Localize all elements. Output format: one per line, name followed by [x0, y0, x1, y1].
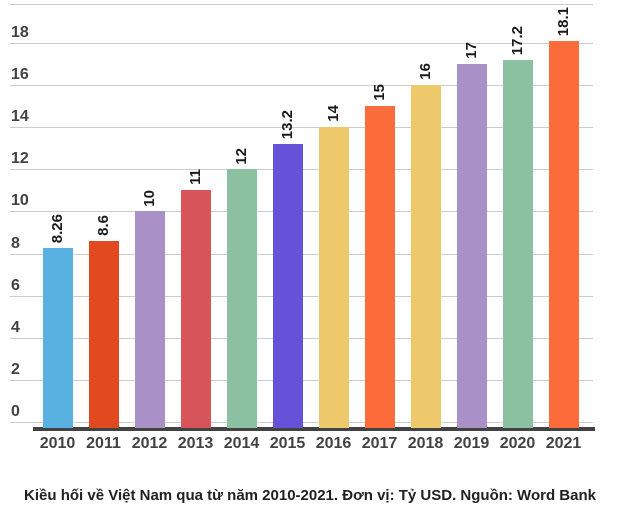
bar [226, 169, 257, 428]
bar-value-label: 8.26 [48, 213, 66, 244]
y-tick-label: 18 [11, 23, 29, 41]
x-axis-label: 2020 [499, 435, 536, 452]
bar-value-label: 18.1 [554, 6, 572, 36]
bar [410, 85, 441, 428]
bar [134, 211, 165, 428]
x-axis-label: 2013 [177, 435, 214, 452]
y-tick-label: 6 [11, 276, 20, 294]
bar-value-label: 17 [462, 42, 480, 59]
x-axis-label: 2017 [361, 435, 398, 452]
bar [88, 240, 119, 428]
bar [180, 190, 211, 428]
chart-caption: Kiều hối về Việt Nam qua từ năm 2010-202… [24, 487, 596, 504]
bar-value-label: 11 [186, 169, 204, 186]
y-tick-label: 0 [11, 403, 20, 420]
bar-value-label: 17.2 [508, 25, 526, 55]
x-axis-label: 2014 [223, 435, 260, 452]
bar-value-label: 14 [324, 105, 342, 123]
bar [42, 248, 73, 428]
bar-value-label: 10 [140, 189, 158, 207]
x-axis-label: 2010 [39, 435, 76, 452]
y-tick-label: 14 [11, 108, 29, 126]
y-tick-label: 16 [11, 66, 29, 84]
x-axis-label: 2015 [269, 435, 306, 452]
y-tick-label: 10 [11, 192, 29, 210]
bar [502, 59, 533, 428]
bar [272, 144, 303, 428]
bar [318, 127, 349, 428]
bar-value-label: 12 [232, 147, 250, 165]
bar [456, 63, 487, 428]
y-tick-label: 4 [11, 318, 20, 336]
x-axis-label: 2016 [315, 435, 352, 452]
bar [364, 106, 395, 428]
x-axis-label: 2021 [545, 435, 582, 452]
x-axis-label: 2018 [407, 435, 444, 452]
y-tick-label: 8 [11, 234, 20, 252]
gridline [10, 127, 593, 129]
bar [548, 40, 579, 428]
x-axis-label: 2012 [131, 435, 168, 452]
x-axis-label: 2011 [86, 435, 121, 452]
y-tick-label: 2 [11, 360, 20, 378]
x-axis-line [33, 427, 595, 431]
bar-value-label: 8.6 [94, 215, 112, 236]
y-tick-label: 12 [11, 150, 29, 168]
bar-value-label: 16 [416, 63, 434, 81]
gridline [10, 42, 593, 44]
bar-value-label: 13.2 [278, 109, 296, 140]
plot-top-border [10, 4, 593, 5]
bar-value-label: 15 [370, 84, 388, 102]
gridline [10, 85, 593, 87]
x-axis-label: 2019 [453, 435, 490, 452]
